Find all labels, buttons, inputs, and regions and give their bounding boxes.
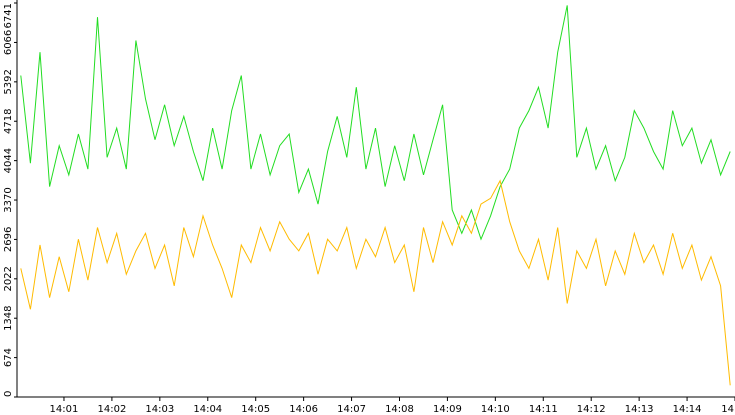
- x-tick-label: 14:14: [673, 404, 702, 415]
- x-tick-label: 14:03: [145, 404, 174, 415]
- series-line: [20, 5, 731, 241]
- x-tick-label: 14:02: [97, 404, 126, 415]
- x-tick-label: 14: [721, 404, 734, 415]
- y-tick-label: 5392: [3, 69, 14, 94]
- y-tick-label: 1348: [3, 305, 14, 330]
- y-tick-label: 6741: [3, 3, 14, 28]
- x-tick-label: 14:09: [433, 404, 462, 415]
- y-tick-label: 4718: [3, 109, 14, 134]
- x-tick-label: 14:01: [50, 404, 79, 415]
- x-tick-label: 14:11: [529, 404, 558, 415]
- x-tick-label: 14:08: [385, 404, 414, 415]
- x-tick-label: 14:07: [337, 404, 366, 415]
- y-tick-label: 2696: [3, 227, 14, 252]
- y-tick-label: 4044: [3, 148, 14, 173]
- x-tick-label: 14:05: [241, 404, 270, 415]
- x-tick-label: 14:04: [193, 404, 222, 415]
- x-tick-label: 14:13: [625, 404, 654, 415]
- x-tick-label: 14:06: [289, 404, 318, 415]
- series-line: [20, 179, 731, 386]
- y-tick-label: 674: [3, 348, 14, 367]
- y-tick-label: 0: [3, 391, 14, 397]
- y-tick-label: 3370: [3, 187, 14, 212]
- y-tick-label: 6066: [3, 30, 14, 55]
- y-tick-label: 2022: [3, 266, 14, 291]
- x-tick-label: 14:10: [481, 404, 510, 415]
- x-tick-label: 14:12: [577, 404, 606, 415]
